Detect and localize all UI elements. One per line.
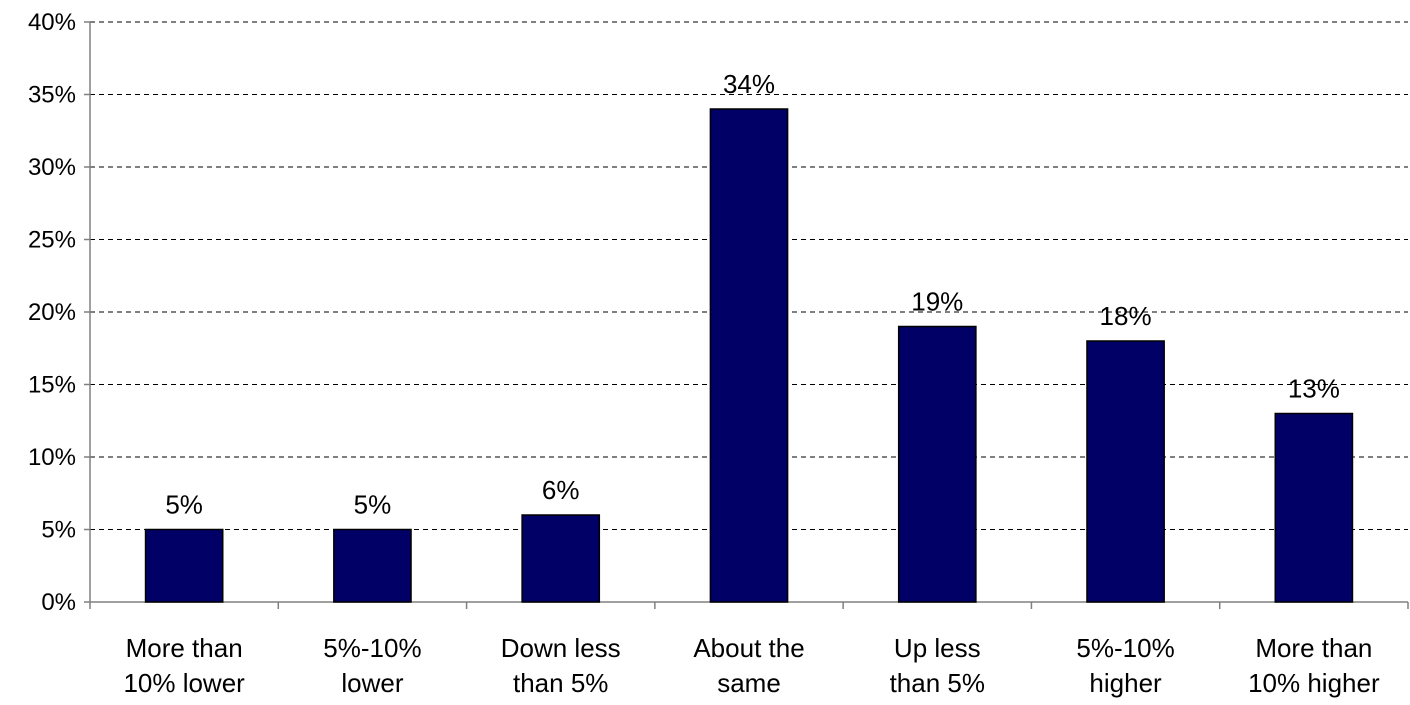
category-label: 5%-10%	[1076, 633, 1174, 663]
bar	[521, 514, 601, 603]
bar	[1086, 340, 1165, 603]
y-tick-label: 10%	[28, 444, 76, 471]
category-label: About the	[693, 633, 804, 663]
data-label: 5%	[354, 490, 392, 520]
data-label: 5%	[165, 490, 203, 520]
y-tick-label: 0%	[41, 589, 76, 616]
y-tick-labels: 0% 5% 10% 15% 20% 25% 30% 35% 40%	[28, 9, 76, 616]
y-tick-label: 20%	[28, 299, 76, 326]
category-label: Down less	[501, 633, 621, 663]
category-label: higher	[1089, 668, 1162, 698]
category-label: lower	[341, 668, 403, 698]
y-tick-label: 40%	[28, 9, 76, 36]
bar	[897, 325, 977, 603]
y-tick-label: 15%	[28, 372, 76, 399]
category-label: than 5%	[513, 668, 608, 698]
y-tick-label: 30%	[28, 154, 76, 181]
data-label: 6%	[542, 475, 580, 505]
category-label: 5%-10%	[323, 633, 421, 663]
category-label: than 5%	[890, 668, 985, 698]
x-category-labels: More than 10% lower 5%-10% lower Down less th…	[123, 633, 1380, 698]
bar	[333, 528, 412, 603]
category-label: More than	[126, 633, 243, 663]
data-label: 19%	[911, 287, 963, 317]
y-tick-label: 35%	[28, 82, 76, 109]
bar	[144, 528, 224, 603]
data-label: 13%	[1288, 374, 1340, 404]
category-label: More than	[1255, 633, 1372, 663]
data-label: 34%	[723, 69, 775, 99]
category-label: Up less	[894, 633, 981, 663]
y-tick-label: 25%	[28, 227, 76, 254]
bars	[144, 108, 1354, 603]
category-label: 10% lower	[123, 668, 245, 698]
bar	[1274, 412, 1354, 603]
bar	[709, 108, 789, 603]
data-labels: 5% 5% 6% 34% 19% 18% 13%	[165, 69, 1340, 520]
category-label: 10% higher	[1248, 668, 1380, 698]
category-label: same	[717, 668, 781, 698]
data-label: 18%	[1100, 301, 1152, 331]
y-tick-label: 5%	[41, 517, 76, 544]
